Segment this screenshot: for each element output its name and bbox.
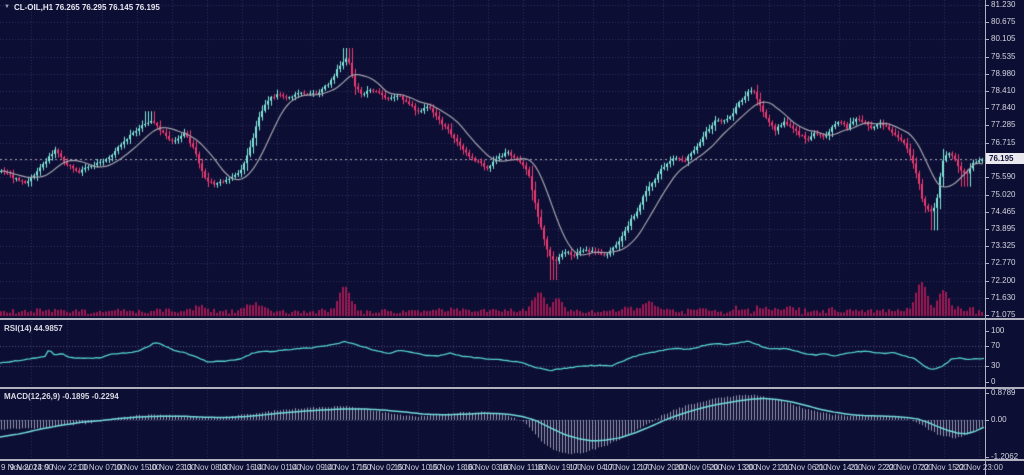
time-tick-label: 10 Nov 23:00 [148,463,196,472]
axis-tick-mark [986,74,989,75]
time-tick-label: 14 Nov 09:00 [288,463,336,472]
macd-tick-label: 0.8789 [991,388,1016,398]
axis-tick-mark [986,420,989,421]
axis-tick-mark [986,57,989,58]
axis-tick-mark [986,143,989,144]
axis-tick-mark [986,212,989,213]
symbol-dropdown-icon[interactable]: ▼ [4,4,10,10]
axis-tick-mark [986,393,989,394]
axis-tick-mark [986,315,989,316]
price-tick-label: 73.895 [991,223,1016,233]
price-tick-label: 77.840 [991,103,1016,113]
price-tick-label: 77.285 [991,120,1016,130]
time-tick-label: 15 Nov 02:00 [358,463,407,472]
price-tick-label: 80.105 [991,34,1016,44]
symbol-ohlc-label: CL-OIL,H1 76.265 76.295 76.145 76.195 [13,3,160,12]
axis-tick-mark [986,195,989,196]
axis-tick-mark [986,22,989,23]
rsi-tick-label: 0 [991,376,996,386]
time-tick-label: 13 Nov 08:00 [183,463,231,472]
price-tick-label: 81.230 [991,0,1016,9]
axis-tick-mark [986,263,989,264]
axis-tick-mark [986,346,989,347]
price-tick-label: 75.020 [991,189,1016,199]
time-tick-label: 16 Nov 19:00 [534,463,582,472]
time-tick-label: 17 Nov 04:00 [569,463,617,472]
axis-tick-mark [986,229,989,230]
axis-tick-mark [986,91,989,92]
macd-panel-label: MACD(12,26,9) -0.1895 -0.2294 [4,392,119,401]
rsi-tick-label: 70 [991,340,1000,350]
current-price-value: 76.195 [989,154,1014,163]
time-tick-label: 20 Nov 05:00 [674,463,723,472]
time-tick-label: 9 Nov 22:00 [44,463,89,472]
time-tick-label: 21 Nov 14:00 [814,463,863,472]
panel-separator[interactable] [0,459,1024,461]
time-tick-label: 9 Nov 14:00 [9,463,53,472]
time-tick-label: 21 Nov 06:00 [779,463,828,472]
macd-tick-label: -1.2062 [991,452,1019,462]
macd-indicator-canvas[interactable] [0,390,985,459]
price-chart-canvas[interactable] [0,0,985,318]
price-axis[interactable]: 81.230 80.675 80.105 79.535 78.980 78.410 77.8… [985,0,1024,475]
price-tick-label: 75.590 [991,172,1016,182]
axis-tick-mark [986,246,989,247]
time-tick-label: 10 Nov 07:00 [77,463,126,472]
rsi-tick-label: 100 [991,325,1005,335]
panel-separator[interactable] [0,387,1024,389]
rsi-indicator-canvas[interactable] [0,321,985,387]
time-tick-label: 13 Nov 16:00 [218,463,266,472]
price-tick-label: 80.675 [991,16,1016,26]
time-tick-label: 10 Nov 15:00 [112,463,161,472]
time-tick-label: 21 Nov 22:00 [850,463,898,472]
price-tick-label: 79.535 [991,51,1016,61]
axis-tick-mark [986,366,989,367]
time-tick-label: 22 Nov 07:00 [885,463,933,472]
axis-tick-mark [986,125,989,126]
rsi-tick-label: 30 [991,361,1000,371]
price-tick-label: 74.465 [991,206,1016,216]
time-tick-label: 16 Nov 03:00 [463,463,512,472]
axis-tick-mark [986,177,989,178]
time-tick-label: 22 Nov 23:00 [955,463,1003,472]
time-tick-label: 17 Nov 12:00 [604,463,652,472]
time-tick-label: 14 Nov 17:00 [323,463,372,472]
price-tick-label: 73.325 [991,241,1016,251]
axis-tick-mark [986,5,989,6]
current-price-badge: 76.195 [986,153,1024,164]
price-tick-label: 71.630 [991,293,1016,303]
time-tick-label: 15 Nov 18:00 [428,463,477,472]
panel-separator[interactable] [0,318,1024,320]
price-tick-label: 72.200 [991,275,1016,285]
price-tick-label: 78.410 [991,86,1016,96]
axis-tick-mark [986,331,989,332]
price-tick-label: 72.770 [991,258,1016,268]
axis-tick-mark [986,281,989,282]
time-tick-label: 17 Nov 20:00 [639,463,687,472]
axis-tick-mark [986,382,989,383]
price-tick-label: 71.075 [991,310,1016,320]
price-tick-label: 76.715 [991,137,1016,147]
time-tick-label: 9 Nov 2023 [1,463,42,472]
time-tick-label: 22 Nov 15:00 [920,463,968,472]
axis-tick-mark [986,457,989,458]
macd-tick-label: 0.00 [991,415,1007,424]
symbol-info-bar: ▼ CL-OIL,H1 76.265 76.295 76.145 76.195 [4,3,160,12]
axis-tick-mark [986,298,989,299]
time-tick-label: 14 Nov 01:00 [253,463,301,472]
time-tick-label: 16 Nov 11:00 [499,463,547,472]
time-tick-label: 15 Nov 10:00 [393,463,442,472]
time-tick-label: 20 Nov 21:00 [744,463,793,472]
rsi-panel-label: RSI(14) 44.9857 [4,324,63,333]
price-tick-label: 78.980 [991,68,1016,78]
axis-tick-mark [986,108,989,109]
time-tick-label: 20 Nov 13:00 [709,463,758,472]
axis-tick-mark [986,39,989,40]
time-axis[interactable]: 9 Nov 2023 9 Nov 14:00 9 Nov 22:00 10 Nov 0… [0,461,1024,475]
